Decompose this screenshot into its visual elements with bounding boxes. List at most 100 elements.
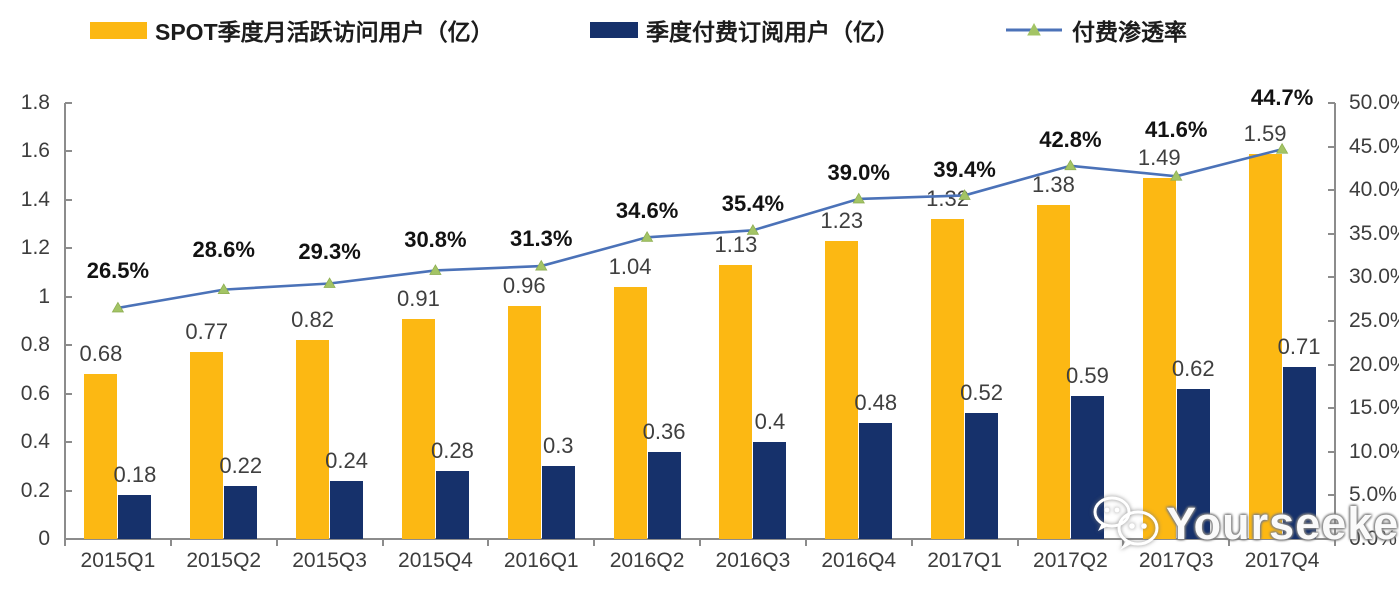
right-axis-tick-label: 40.0% <box>1349 178 1399 202</box>
mau-value-label: 1.38 <box>1031 171 1075 197</box>
legend-label-penetration: 付费渗透率 <box>1072 19 1187 45</box>
subscribers-bar <box>1070 396 1104 539</box>
penetration-value-label: 31.3% <box>510 226 573 252</box>
penetration-value-label: 39.4% <box>933 157 996 183</box>
left-axis-tick-label: 1.8 <box>20 91 50 114</box>
right-y-axis <box>1334 103 1336 539</box>
subscribers-value-label: 0.4 <box>754 409 786 435</box>
left-axis-tick <box>65 102 72 104</box>
mau-value-label: 1.13 <box>714 232 758 258</box>
mau-value-label: 0.68 <box>79 341 123 367</box>
mau-bar <box>507 306 541 539</box>
mau-value-label: 0.82 <box>291 307 334 333</box>
x-axis-tick <box>699 539 701 546</box>
right-axis-tick-label: 30.0% <box>1349 265 1399 289</box>
right-axis-tick-label: 15.0% <box>1349 396 1399 420</box>
trend-marker-icon <box>429 264 442 275</box>
left-axis-tick-label: 1.2 <box>20 236 50 260</box>
right-axis-tick-label: 20.0% <box>1349 352 1399 376</box>
subscribers-value-label: 0.71 <box>1277 334 1321 360</box>
x-axis-label: 2016Q1 <box>503 549 579 572</box>
right-axis-tick <box>1328 189 1335 192</box>
right-axis-tick-label: 5.0% <box>1349 483 1397 507</box>
x-axis-tick <box>64 539 66 546</box>
left-axis-tick-label: 0 <box>38 527 50 550</box>
penetration-value-label: 42.8% <box>1039 126 1102 152</box>
x-axis-label: 2015Q3 <box>292 549 367 572</box>
subscribers-bar <box>1176 388 1210 539</box>
legend-label-mau: SPOT季度月活跃访问用户（亿） <box>155 19 494 45</box>
subscribers-value-label: 0.24 <box>325 447 368 473</box>
left-axis-tick <box>65 247 72 250</box>
mau-value-label: 0.91 <box>396 285 440 311</box>
trend-marker-icon <box>323 277 336 288</box>
penetration-value-label: 41.6% <box>1145 117 1208 143</box>
x-axis-label: 2017Q4 <box>1244 549 1320 572</box>
right-axis-tick-label: 45.0% <box>1349 134 1399 158</box>
trend-marker-icon <box>217 283 230 295</box>
left-axis-tick-label: 0.6 <box>20 381 50 405</box>
penetration-value-label: 30.8% <box>404 227 467 253</box>
x-axis-label: 2015Q4 <box>398 549 473 572</box>
x-axis-tick <box>910 539 913 546</box>
right-axis-tick-label: 50.0% <box>1349 91 1399 114</box>
subscribers-bar <box>118 495 152 539</box>
penetration-value-label: 39.0% <box>827 159 890 185</box>
right-axis-tick <box>1328 102 1335 104</box>
mau-value-label: 0.96 <box>502 273 546 299</box>
right-axis-tick-label: 35.0% <box>1349 221 1399 245</box>
trend-marker-icon <box>640 230 654 242</box>
left-axis-tick-label: 1.4 <box>20 187 50 211</box>
mau-bar <box>719 265 753 539</box>
legend-item-subscribers: 季度付费订阅用户（亿） <box>590 14 899 46</box>
right-axis-tick <box>1328 232 1335 235</box>
x-axis-tick <box>593 539 596 546</box>
penetration-value-label: 29.3% <box>298 238 361 264</box>
left-axis-tick-label: 0.8 <box>20 333 50 357</box>
subscribers-value-label: 0.36 <box>642 418 686 444</box>
subscribers-bar <box>1282 367 1316 539</box>
subscribers-bar <box>965 413 999 539</box>
subscribers-bar <box>224 485 258 539</box>
left-axis-tick-label: 0.2 <box>20 478 50 502</box>
mau-bar-swatch-icon <box>90 21 147 39</box>
subscribers-bar <box>753 442 787 539</box>
x-axis-label: 2015Q1 <box>80 549 156 572</box>
subscribers-value-label: 0.3 <box>542 433 574 459</box>
x-axis-tick <box>381 539 384 546</box>
left-axis-tick-label: 0.4 <box>20 430 50 454</box>
x-axis-label: 2016Q3 <box>715 549 791 572</box>
left-y-axis <box>64 103 66 539</box>
penetration-value-label: 44.7% <box>1250 85 1314 111</box>
x-axis-tick <box>1122 539 1125 546</box>
mau-bar <box>190 352 224 539</box>
penetration-value-label: 35.4% <box>721 191 785 217</box>
trend-marker-icon <box>535 259 548 271</box>
x-axis-tick <box>804 539 807 546</box>
mau-bar <box>613 287 647 539</box>
right-axis-tick <box>1328 450 1335 453</box>
trend-marker-icon <box>1064 159 1077 171</box>
x-axis-label: 2017Q2 <box>1033 549 1108 572</box>
x-axis-label: 2016Q2 <box>609 549 685 572</box>
mau-value-label: 1.04 <box>608 254 652 280</box>
penetration-value-label: 34.6% <box>615 198 679 224</box>
right-axis-tick <box>1328 145 1335 148</box>
watermark: Yourseeker <box>1088 488 1399 560</box>
subscribers-value-label: 0.28 <box>430 438 474 464</box>
subscribers-bar <box>859 422 893 539</box>
right-axis-tick <box>1328 407 1335 410</box>
watermark-text: Yourseeker <box>1166 498 1399 549</box>
right-axis-tick <box>1328 494 1335 497</box>
subscribers-bar-swatch-icon <box>590 22 638 38</box>
x-axis-tick <box>275 539 278 546</box>
mau-value-label: 1.32 <box>926 186 969 212</box>
left-axis-tick <box>65 344 72 347</box>
right-axis-tick-label: 0.0% <box>1349 527 1397 550</box>
x-axis-tick <box>1016 539 1019 546</box>
x-axis-label: 2016Q4 <box>821 549 897 572</box>
trend-marker-icon <box>852 192 865 204</box>
subscribers-value-label: 0.22 <box>219 452 263 478</box>
right-axis-tick-label: 10.0% <box>1349 439 1399 463</box>
